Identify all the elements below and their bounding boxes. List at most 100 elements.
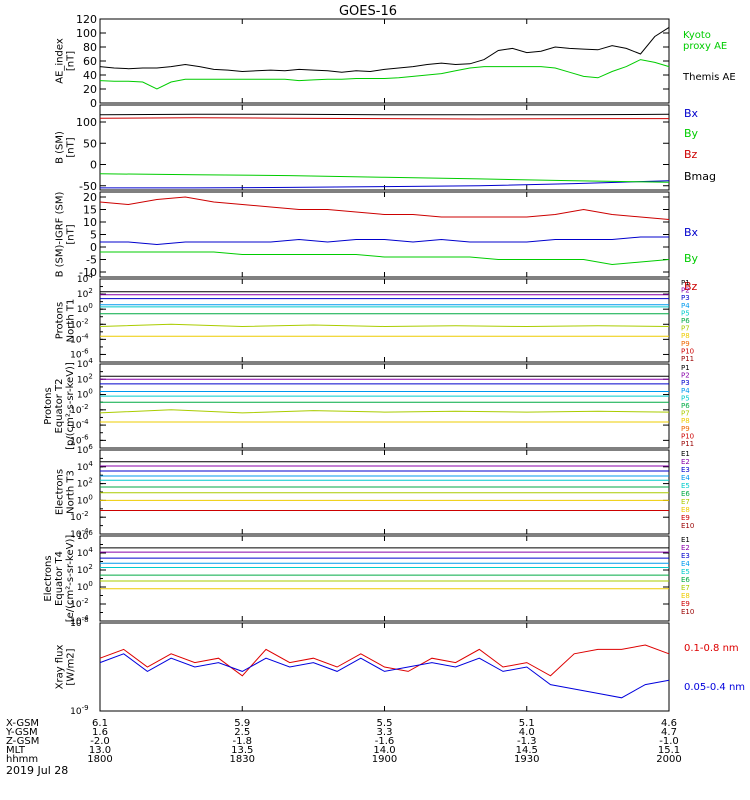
legend-label: E9 [681,514,690,522]
y-tick-label: 104 [77,460,93,473]
legend-label: E1 [681,536,690,544]
series-line-kyoto-proxy-ae [99,59,670,90]
y-tick-label: 106 [77,443,93,456]
y-axis-label: North T3 [66,470,77,514]
series-line-p7 [99,409,670,414]
legend-label: E2 [681,544,690,552]
x-axis-row-label: X-GSM [6,718,39,729]
x-axis-value: 2000 [656,754,681,765]
legend-label: P8 [681,332,690,340]
legend-label: P10 [681,432,694,440]
y-tick-label: 102 [77,287,93,300]
x-axis-value: -1.3 [517,736,537,747]
y-axis-label: North T1 [66,299,77,343]
y-tick-label: 100 [77,388,93,401]
y-axis-label: [nT] [66,51,77,71]
legend-label: P4 [681,302,690,310]
legend-label: P7 [681,410,690,418]
y-tick-label: 20 [83,191,97,204]
legend-label: E4 [681,474,690,482]
series-line-by [99,173,670,183]
y-tick-label: 0 [90,159,97,172]
y-tick-label: 10 [83,216,97,229]
y-axis-label: Equator T4 [54,551,65,606]
y-axis-label: Xray flux [55,645,66,690]
legend-label: By [684,127,699,140]
y-tick-label: 10-8 [70,616,88,629]
legend-label: P6 [681,317,690,325]
legend-label: E2 [681,458,690,466]
series-line-bz [99,196,670,220]
y-axis-label: Electrons [43,555,54,601]
legend-label: E8 [681,506,690,514]
y-tick-label: 10-4 [70,527,89,540]
y-tick-label: 40 [83,69,97,82]
x-axis-value: 1800 [87,754,112,765]
y-tick-label: -10 [79,266,97,279]
y-axis-label: Equator T2 [54,379,65,434]
legend-label: P5 [681,394,690,402]
x-axis-value: 5.5 [377,718,393,729]
legend-label: E3 [681,466,690,474]
series-line-bz [99,117,669,120]
panel-pt2: 104 102 100 10-2 10-4 10-6 Protons Equator T2 [p… [43,357,694,450]
y-tick-label: 20 [83,83,97,96]
legend-label: E10 [681,608,694,616]
x-axis-row-label: hhmm [6,754,38,765]
legend-label: 0.1-0.8 nm [684,643,739,654]
x-axis-value: 6.1 [92,718,108,729]
y-tick-label: 10-2 [70,597,88,610]
legend-label: E1 [681,450,690,458]
y-tick-label: 10-6 [70,347,89,360]
x-axis-value: 13.5 [231,745,253,756]
x-axis-value: -1.0 [659,736,679,747]
series-line-bx [100,236,669,246]
y-tick-label: 10-2 [70,403,88,416]
legend-label: P3 [681,379,690,387]
legend-label: Themis AE [682,72,736,83]
y-axis-label: AE_index [55,38,66,84]
y-tick-label: 102 [77,477,93,490]
y-tick-label: 10-4 [70,614,89,627]
legend-label: Bmag [684,170,716,183]
y-tick-label: 10-9 [70,704,88,717]
legend-label: E9 [681,600,690,608]
x-axis-value: 1900 [372,754,397,765]
legend-label: P3 [681,294,690,302]
legend-label: P9 [681,340,690,348]
panel-et4: 106 104 102 100 10-2 10-4 Electrons Equator T4[… [43,529,694,627]
panel-pt1: 104 102 100 10-2 10-4 10-6 Protons North T1 P1P2… [55,272,695,363]
y-tick-label: 10-4 [70,418,89,431]
x-axis-value: 13.0 [89,745,111,756]
legend-label: P8 [681,417,690,425]
y-tick-label: 100 [77,493,93,506]
x-axis-value: -1.6 [375,736,395,747]
y-tick-label: 106 [77,529,93,542]
legend-label: E6 [681,576,690,584]
legend-label: P5 [681,309,690,317]
series-line-by [100,251,670,266]
y-tick-label: 50 [83,137,97,150]
series-line-0-05-0-4-nm [99,653,670,699]
legend-label: P11 [681,440,694,448]
y-axis-label: Electrons [55,469,66,515]
y-axis-label: B (SM)-IGRF (SM) [55,192,66,278]
x-axis-value: -1.8 [232,736,252,747]
y-tick-label: 100 [77,580,93,593]
legend-label: P6 [681,402,690,410]
legend-label: E5 [681,568,690,576]
series-line-0-1-0-8-nm [99,644,670,677]
x-axis-value: 2.5 [234,727,250,738]
x-axis-value: 4.6 [661,718,677,729]
y-tick-label: 80 [83,41,97,54]
x-axis-value: 1.6 [92,727,108,738]
legend-label: P1 [681,279,690,287]
y-axis-label: [p/(cm²-s-sr-keV)] [65,362,76,450]
x-axis-value: 14.5 [516,745,538,756]
y-tick-label: 104 [77,272,93,285]
legend-label: E3 [681,552,690,560]
panel-bsm: -50 0 50 100 B (SM) [nT] Bx By Bz Bmag [55,104,716,193]
legend-label: P7 [681,325,690,333]
